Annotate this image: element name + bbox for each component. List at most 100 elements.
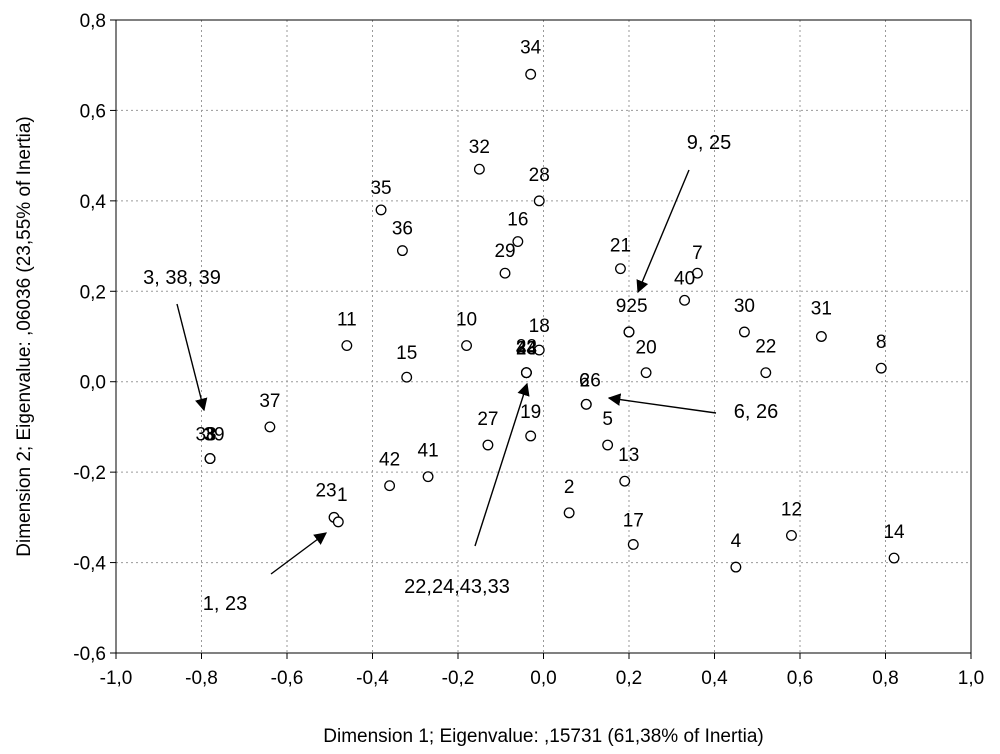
data-point: [619, 475, 631, 487]
data-point-label: 21: [610, 236, 631, 257]
x-tick-label: -0,4: [356, 668, 389, 689]
y-tick-label: -0,4: [73, 554, 106, 575]
data-point-label: 41: [418, 441, 439, 462]
data-point: [204, 453, 216, 465]
data-point: [563, 507, 575, 519]
data-point: [401, 371, 413, 383]
data-point-label: 35: [370, 178, 391, 199]
data-point: [738, 326, 750, 338]
data-point: [525, 430, 537, 442]
data-point-label: 22: [516, 337, 537, 358]
data-point: [640, 367, 652, 379]
data-point-label: 26: [580, 370, 601, 391]
data-point: [341, 340, 353, 351]
data-point: [602, 439, 614, 451]
data-point: [473, 163, 485, 175]
data-point: [525, 68, 537, 80]
data-point-label: 17: [623, 510, 644, 531]
y-tick-label: 0,2: [80, 282, 106, 303]
data-point-label: 30: [734, 296, 755, 317]
data-point: [499, 267, 511, 279]
data-point: [533, 344, 545, 356]
annotation-arrow: [270, 532, 328, 575]
data-point-label: 9: [616, 296, 627, 317]
data-point-label: 4: [731, 531, 742, 552]
x-tick-label: -0,2: [442, 668, 475, 689]
data-point-label: 15: [396, 343, 417, 364]
data-point-label: 22: [755, 337, 776, 358]
x-tick-label: 0,8: [872, 668, 898, 689]
data-point-label: 43: [516, 339, 537, 360]
annotation-label: 22,24,43,33: [404, 576, 510, 598]
annotation-label: 1, 23: [203, 593, 247, 615]
data-point: [422, 471, 434, 483]
data-point-label: 34: [520, 37, 542, 58]
data-point-label: 11: [337, 310, 357, 331]
x-tick-label: -1,0: [100, 668, 133, 689]
data-point-label: 23: [315, 480, 336, 501]
annotation-arrow: [474, 382, 530, 547]
data-point-label: 19: [520, 402, 541, 423]
x-axis-title: Dimension 1; Eigenvalue: ,15731 (61,38% …: [323, 726, 763, 747]
x-tick-label: -0,6: [271, 668, 304, 689]
data-point-label: 8: [876, 332, 887, 353]
data-point: [730, 561, 742, 573]
data-point-label: 33: [516, 339, 537, 360]
annotation-label: 9, 25: [687, 132, 731, 154]
data-point: [627, 539, 639, 550]
data-point: [520, 367, 532, 379]
x-tick-label: 0,2: [616, 668, 642, 689]
data-point: [888, 552, 900, 564]
data-point: [482, 439, 494, 451]
data-point-label: 27: [477, 409, 498, 430]
data-point: [533, 195, 545, 207]
annotation-arrow: [636, 169, 690, 294]
data-point: [580, 398, 592, 410]
axis-ticks: -1,0 -0,8 -0,6 -0,4 -0,2 0,0 0,2 0,4 0,6 0,8 1,0 -0…: [73, 11, 984, 689]
data-point-label: 37: [259, 391, 280, 412]
data-point-label: 20: [636, 338, 657, 359]
data-point: [375, 204, 387, 216]
data-point: [623, 326, 635, 338]
data-point-label: 32: [469, 137, 490, 158]
data-point-label: 28: [529, 165, 550, 186]
data-point-label: 12: [781, 499, 802, 520]
grid: [116, 20, 971, 653]
annotation-label: 3, 38, 39: [143, 267, 221, 289]
data-point-label: 6: [579, 370, 590, 391]
y-tick-label: 0,0: [80, 373, 106, 394]
data-point: [615, 263, 626, 275]
data-point: [815, 331, 827, 342]
data-point-label: 40: [674, 268, 695, 289]
data-point-label: 14: [883, 522, 905, 543]
data-point: [512, 236, 524, 248]
x-tick-label: 0,0: [530, 668, 556, 689]
x-tick-label: 0,6: [787, 668, 813, 689]
data-point-label: 13: [618, 445, 639, 466]
y-tick-label: 0,4: [80, 192, 107, 213]
data-point-label: 1: [337, 485, 348, 506]
data-point-label: 29: [494, 241, 515, 262]
y-tick-label: -0,6: [73, 644, 106, 665]
data-point: [875, 362, 887, 374]
data-point: [760, 367, 772, 379]
data-point-label: 39: [203, 425, 224, 446]
data-point-label: 42: [379, 450, 400, 471]
data-point-label: 24: [516, 339, 538, 360]
data-point-label: 31: [811, 299, 832, 320]
x-tick-label: -0,8: [185, 668, 218, 689]
data-point-label: 5: [602, 409, 613, 430]
data-point: [691, 267, 703, 279]
data-point-label: 38: [195, 425, 216, 446]
data-point-label: 18: [529, 316, 550, 337]
data-point-label: 2: [564, 477, 575, 498]
data-point: [786, 529, 797, 541]
annotations: 9, 25 3, 38, 39 6, 26 1, 23 22,24,43,33: [143, 132, 778, 615]
data-point-label: 7: [692, 243, 703, 264]
data-point-label: 3: [205, 425, 216, 446]
x-tick-label: 1,0: [958, 668, 984, 689]
data-point: [679, 294, 691, 306]
y-tick-label: -0,2: [73, 463, 106, 484]
